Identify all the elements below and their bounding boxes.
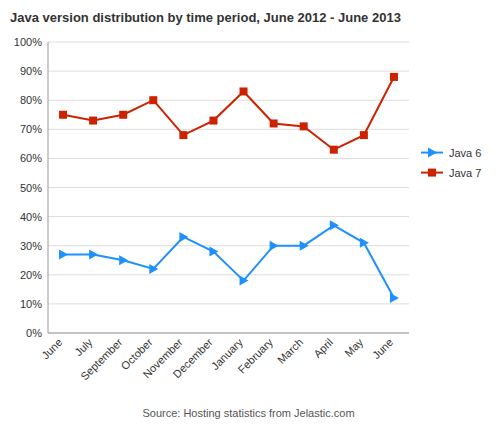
marker <box>209 117 217 125</box>
grid-line <box>48 274 409 275</box>
marker <box>360 238 369 248</box>
y-tick-label: 0% <box>26 327 42 339</box>
x-tick-label: June <box>370 336 395 361</box>
marker <box>390 293 399 303</box>
x-tick-label: September <box>78 336 125 383</box>
y-tick-label: 100% <box>14 36 42 48</box>
grid-line <box>48 71 409 72</box>
marker <box>209 247 218 257</box>
legend-marker <box>428 148 437 158</box>
marker <box>179 131 187 139</box>
y-tick-label: 60% <box>20 152 42 164</box>
x-tick-label: December <box>171 336 216 381</box>
marker <box>270 119 278 127</box>
legend-label: Java 6 <box>449 147 481 159</box>
marker <box>240 276 249 286</box>
x-tick-label: June <box>39 336 64 361</box>
x-tick-label: July <box>72 336 95 359</box>
grid-line <box>48 187 409 188</box>
marker <box>300 122 308 130</box>
chart: Java version distribution by time period… <box>0 0 497 425</box>
y-tick-label: 20% <box>20 269 42 281</box>
plot-area <box>59 73 399 303</box>
marker <box>119 255 128 265</box>
grid-line <box>48 245 409 246</box>
marker <box>300 241 309 251</box>
marker <box>149 264 158 274</box>
marker <box>119 111 127 119</box>
line <box>63 225 394 298</box>
marker <box>390 73 398 81</box>
x-tick-label: April <box>311 336 335 360</box>
x-tick-label: March <box>275 336 305 366</box>
grid <box>48 42 409 333</box>
marker <box>360 131 368 139</box>
x-tick-label: May <box>342 336 366 360</box>
marker <box>149 96 157 104</box>
y-tick-label: 30% <box>20 240 42 252</box>
legend-label: Java 7 <box>449 167 481 179</box>
title: Java version distribution by time period… <box>10 10 401 25</box>
line <box>63 77 394 150</box>
grid-line <box>48 100 409 101</box>
marker <box>89 117 97 125</box>
y-axis <box>48 42 49 333</box>
x-tick-label: February <box>235 336 275 376</box>
y-tick-label: 50% <box>20 182 42 194</box>
legend-marker <box>428 169 436 177</box>
marker <box>330 146 338 154</box>
marker <box>89 249 98 259</box>
marker <box>179 232 188 242</box>
grid-line <box>48 158 409 159</box>
grid-line <box>48 333 409 334</box>
marker <box>59 249 68 259</box>
grid-line <box>48 42 409 43</box>
grid-line <box>48 129 409 130</box>
legend: Java 6 Java 7 <box>421 147 481 179</box>
x-axis <box>48 333 409 334</box>
marker <box>270 241 279 251</box>
y-tick-label: 90% <box>20 65 42 77</box>
annotation: Source: Hosting statistics from Jelastic… <box>142 407 354 419</box>
y-tick-label: 70% <box>20 123 42 135</box>
marker <box>330 220 339 230</box>
grid-line <box>48 303 409 304</box>
y-tick-label: 40% <box>20 211 42 223</box>
marker <box>240 87 248 95</box>
y-tick-label: 10% <box>20 298 42 310</box>
grid-line <box>48 216 409 217</box>
marker <box>59 111 67 119</box>
y-tick-label: 80% <box>20 94 42 106</box>
